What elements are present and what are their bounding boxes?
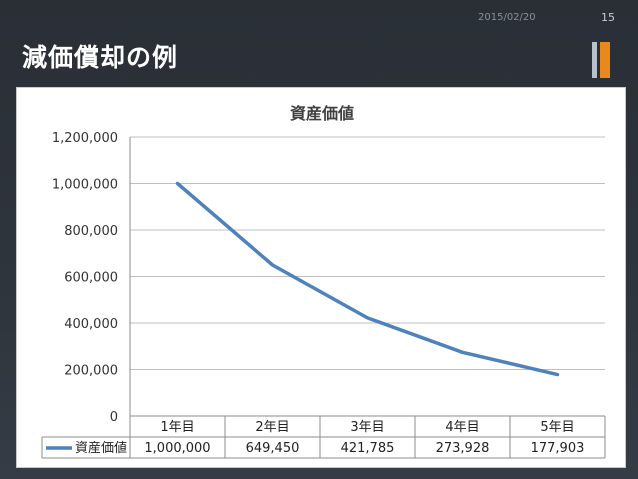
x-category-label: 3年目	[350, 420, 384, 435]
accent-bar-gray	[592, 42, 597, 78]
legend-label: 資産価値	[75, 440, 127, 456]
data-value-label: 421,785	[341, 441, 395, 456]
slide-title: 減価償却の例	[22, 43, 179, 72]
y-tick-label: 400,000	[64, 317, 118, 332]
data-value-label: 1,000,000	[144, 441, 210, 456]
y-tick-labels: 0 200,000 400,000 600,000 800,000 1,000,000 1,…	[52, 131, 118, 425]
y-tick-label: 1,000,000	[52, 178, 118, 193]
data-value-label: 177,903	[531, 441, 585, 456]
y-tick-label: 0	[110, 410, 118, 425]
x-category-label: 4年目	[445, 420, 479, 435]
y-tick-label: 200,000	[64, 364, 118, 379]
page-number: 15	[601, 11, 615, 24]
series-lines	[175, 181, 560, 377]
grid-lines	[129, 136, 605, 416]
accent-bar-orange	[600, 42, 610, 78]
line-chart: 資産価値 0 200,000 400,000 600,000 800,000 1,000,…	[41, 104, 606, 459]
chart-container: 資産価値 0 200,000 400,000 600,000 800,000 1,000,…	[16, 87, 626, 468]
slide-date: 2015/02/20	[478, 12, 536, 23]
data-value-label: 273,928	[436, 441, 490, 456]
data-value-label: 649,450	[246, 441, 300, 456]
y-tick-label: 1,200,000	[52, 131, 118, 146]
y-tick-label: 600,000	[64, 271, 118, 286]
x-category-label: 5年目	[540, 420, 574, 435]
y-tick-label: 800,000	[64, 224, 118, 239]
x-category-label: 1年目	[160, 420, 194, 435]
series-line	[175, 181, 560, 377]
chart-title: 資産価値	[290, 104, 354, 123]
x-category-label: 2年目	[255, 420, 289, 435]
